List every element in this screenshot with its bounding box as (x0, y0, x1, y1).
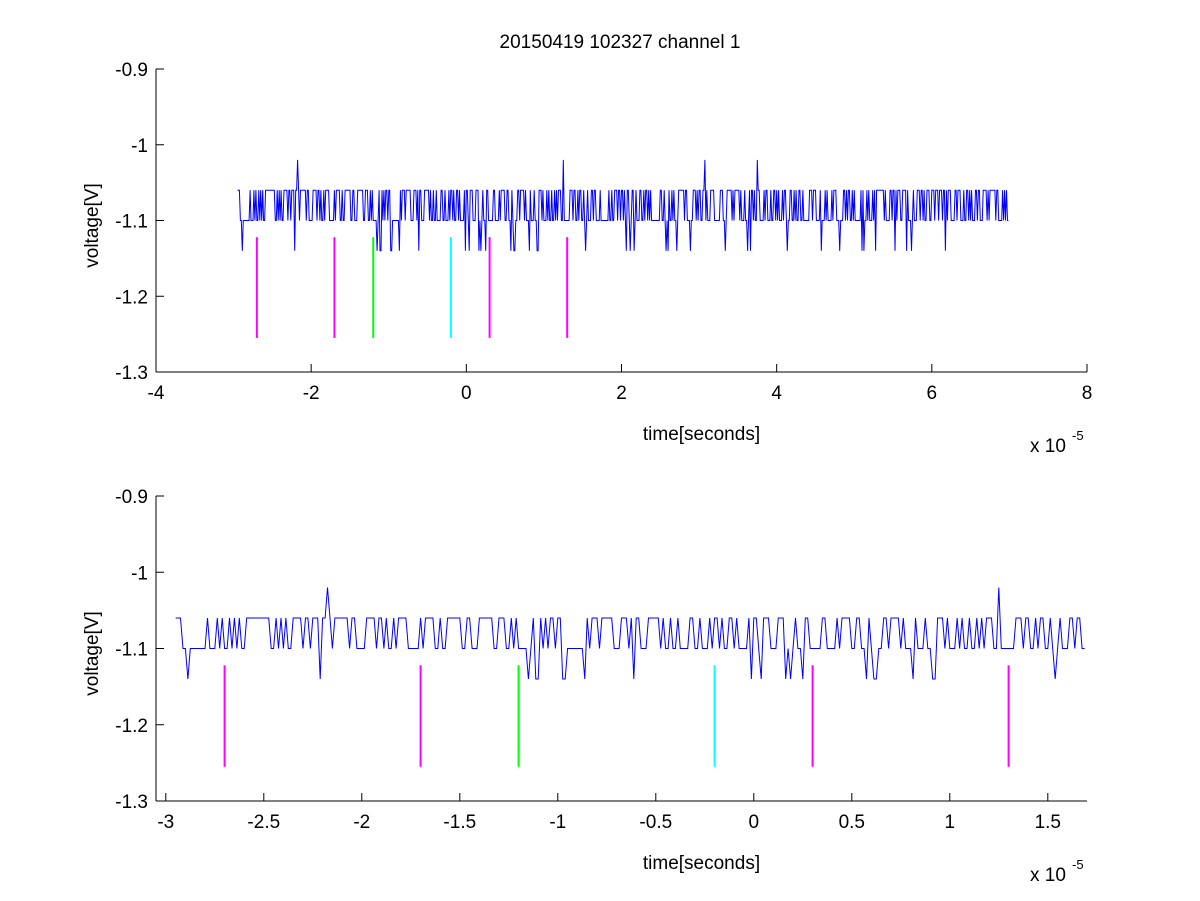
x-tick-label: 1.5 (1035, 812, 1061, 833)
figure-title: 20150419 102327 channel 1 (500, 32, 741, 53)
x-tick-label: -1.5 (443, 812, 476, 833)
x-tick-label: 8 (1082, 383, 1093, 404)
x-axis-label: time[seconds] (643, 424, 760, 445)
signal-line (237, 159, 1009, 252)
x-tick-label: -4 (148, 383, 165, 404)
x-exponent-base: x 10 (1030, 865, 1066, 886)
y-tick-label: -0.9 (115, 487, 148, 508)
x-tick-label: -2.5 (247, 812, 280, 833)
y-axis-label: voltage[V] (82, 183, 103, 268)
signal-line (175, 587, 1085, 680)
x-tick-label: 0.5 (839, 812, 865, 833)
x-tick-label: 1 (945, 812, 956, 833)
x-tick-label: 4 (771, 383, 782, 404)
x-exponent-power: -5 (1072, 857, 1084, 872)
x-tick-label: -0.5 (639, 812, 672, 833)
top-plot: -4 -2 0 2 4 6 8 -0.9 -1 -1.1 -1.2 -1.3 time[seconds]… (82, 60, 1092, 457)
x-tick-label: -2 (353, 812, 370, 833)
x-tick-label: -1 (549, 812, 566, 833)
y-tick-label: -1 (131, 563, 148, 584)
x-tick-label: -3 (157, 812, 174, 833)
x-tick-label: 0 (461, 383, 472, 404)
y-tick-label: -1.1 (115, 212, 148, 233)
x-axis-label: time[seconds] (643, 853, 760, 874)
x-exponent-base: x 10 (1030, 436, 1066, 457)
x-tick-label: 0 (749, 812, 760, 833)
bottom-plot: -3 -2.5 -2 -1.5 -1 -0.5 0 0.5 1 1.5 -0.9 -1 -1.1 -1.2… (82, 487, 1087, 886)
x-tick-label: 6 (927, 383, 938, 404)
y-tick-label: -1.3 (115, 792, 148, 813)
y-tick-label: -1.1 (115, 640, 148, 661)
x-tick-label: 2 (616, 383, 627, 404)
y-tick-label: -1 (131, 136, 148, 157)
y-tick-label: -0.9 (115, 60, 148, 81)
y-tick-label: -1.2 (115, 287, 148, 308)
y-tick-label: -1.3 (115, 363, 148, 384)
y-axis-label: voltage[V] (82, 611, 103, 696)
x-exponent-power: -5 (1072, 428, 1084, 443)
y-tick-label: -1.2 (115, 716, 148, 737)
x-tick-label: -2 (303, 383, 320, 404)
